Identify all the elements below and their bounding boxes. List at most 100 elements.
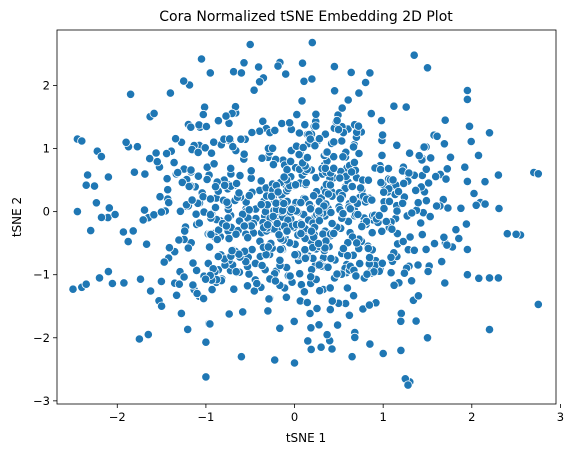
- scatter-point: [228, 142, 238, 152]
- scatter-point: [212, 234, 222, 245]
- scatter-point: [439, 139, 449, 149]
- scatter-point: [314, 320, 324, 330]
- scatter-point: [169, 158, 179, 168]
- scatter-point: [396, 345, 406, 355]
- scatter-point: [301, 178, 311, 188]
- x-tick-label: 2: [468, 410, 475, 424]
- scatter-point: [96, 152, 107, 162]
- scatter-point: [399, 178, 409, 188]
- scatter-point: [466, 136, 476, 147]
- scatter-point: [306, 323, 316, 333]
- scatter-point: [393, 187, 404, 197]
- scatter-point: [338, 244, 348, 254]
- scatter-point: [188, 258, 198, 268]
- scatter-point: [256, 176, 266, 186]
- scatter-point: [414, 151, 424, 161]
- x-axis: −2 −1 0 1 2 3: [109, 404, 564, 424]
- scatter-point: [164, 198, 174, 208]
- scatter-point: [403, 380, 413, 390]
- scatter-point: [337, 136, 347, 146]
- scatter-point: [345, 204, 355, 214]
- scatter-point: [397, 198, 408, 208]
- scatter-point: [176, 308, 186, 318]
- scatter-point: [379, 187, 389, 197]
- scatter-point: [306, 226, 316, 236]
- scatter-point: [456, 203, 466, 213]
- scatter-point: [367, 228, 377, 238]
- scatter-point: [221, 221, 231, 231]
- scatter-point: [338, 152, 348, 162]
- scatter-point: [110, 209, 120, 220]
- scatter-point: [263, 242, 273, 252]
- scatter-point: [350, 332, 360, 342]
- scatter-point: [389, 101, 399, 111]
- scatter-point: [254, 62, 264, 72]
- scatter-point: [77, 136, 87, 146]
- scatter-point: [300, 245, 310, 255]
- scatter-point: [387, 224, 397, 234]
- scatter-point: [332, 269, 342, 279]
- x-tick-label: −2: [109, 410, 126, 424]
- scatter-point: [417, 230, 427, 240]
- x-tick-label: 3: [557, 410, 564, 424]
- scatter-point: [118, 227, 129, 237]
- scatter-point: [179, 272, 189, 282]
- scatter-point: [94, 273, 105, 283]
- scatter-point: [421, 196, 431, 206]
- scatter-point: [442, 240, 452, 250]
- scatter-point: [285, 271, 295, 281]
- scatter-point: [307, 74, 317, 84]
- y-tick-label: −3: [33, 394, 50, 408]
- scatter-point: [329, 228, 339, 238]
- scatter-point: [327, 344, 337, 354]
- scatter-point: [480, 177, 490, 187]
- scatter-point: [440, 278, 450, 288]
- y-tick-label: −2: [33, 331, 50, 345]
- scatter-point: [302, 153, 312, 163]
- scatter-point: [422, 333, 433, 343]
- scatter-point: [329, 163, 339, 173]
- scatter-point: [192, 288, 202, 299]
- scatter-point: [332, 116, 342, 126]
- scatter-point: [316, 342, 326, 352]
- scatter-point: [440, 115, 450, 125]
- scatter-point: [239, 149, 249, 159]
- scatter-point: [229, 67, 239, 77]
- scatter-point: [302, 297, 312, 308]
- scatter-point: [461, 219, 471, 229]
- scatter-point: [462, 244, 472, 255]
- scatter-point: [411, 185, 421, 195]
- points-layer: [68, 37, 543, 390]
- scatter-point: [366, 109, 376, 119]
- scatter-point: [246, 166, 256, 176]
- scatter-point: [398, 236, 408, 247]
- scatter-point: [163, 185, 173, 195]
- scatter-point: [386, 252, 396, 262]
- scatter-point: [442, 164, 452, 174]
- scatter-point: [392, 140, 402, 150]
- scatter-point: [285, 156, 296, 166]
- scatter-point: [322, 330, 332, 340]
- scatter-point: [267, 143, 278, 153]
- scatter-point: [213, 251, 223, 262]
- scatter-point: [183, 243, 193, 253]
- scatter-point: [451, 225, 461, 235]
- scatter-point: [238, 307, 248, 317]
- scatter-point: [413, 291, 423, 301]
- scatter-point: [292, 110, 302, 120]
- scatter-point: [104, 203, 114, 213]
- scatter-point: [484, 273, 495, 283]
- scatter-point: [314, 216, 324, 226]
- scatter-point: [138, 215, 148, 225]
- scatter-point: [206, 148, 217, 158]
- x-tick-label: 0: [291, 410, 298, 424]
- chart-title: Cora Normalized tSNE Embedding 2D Plot: [159, 9, 453, 25]
- scatter-point: [399, 268, 409, 278]
- scatter-point: [493, 273, 503, 283]
- scatter-point: [266, 191, 277, 201]
- scatter-point: [377, 150, 387, 160]
- scatter-point: [299, 287, 309, 297]
- scatter-point: [263, 220, 273, 230]
- scatter-point: [142, 239, 152, 249]
- scatter-point: [227, 246, 237, 256]
